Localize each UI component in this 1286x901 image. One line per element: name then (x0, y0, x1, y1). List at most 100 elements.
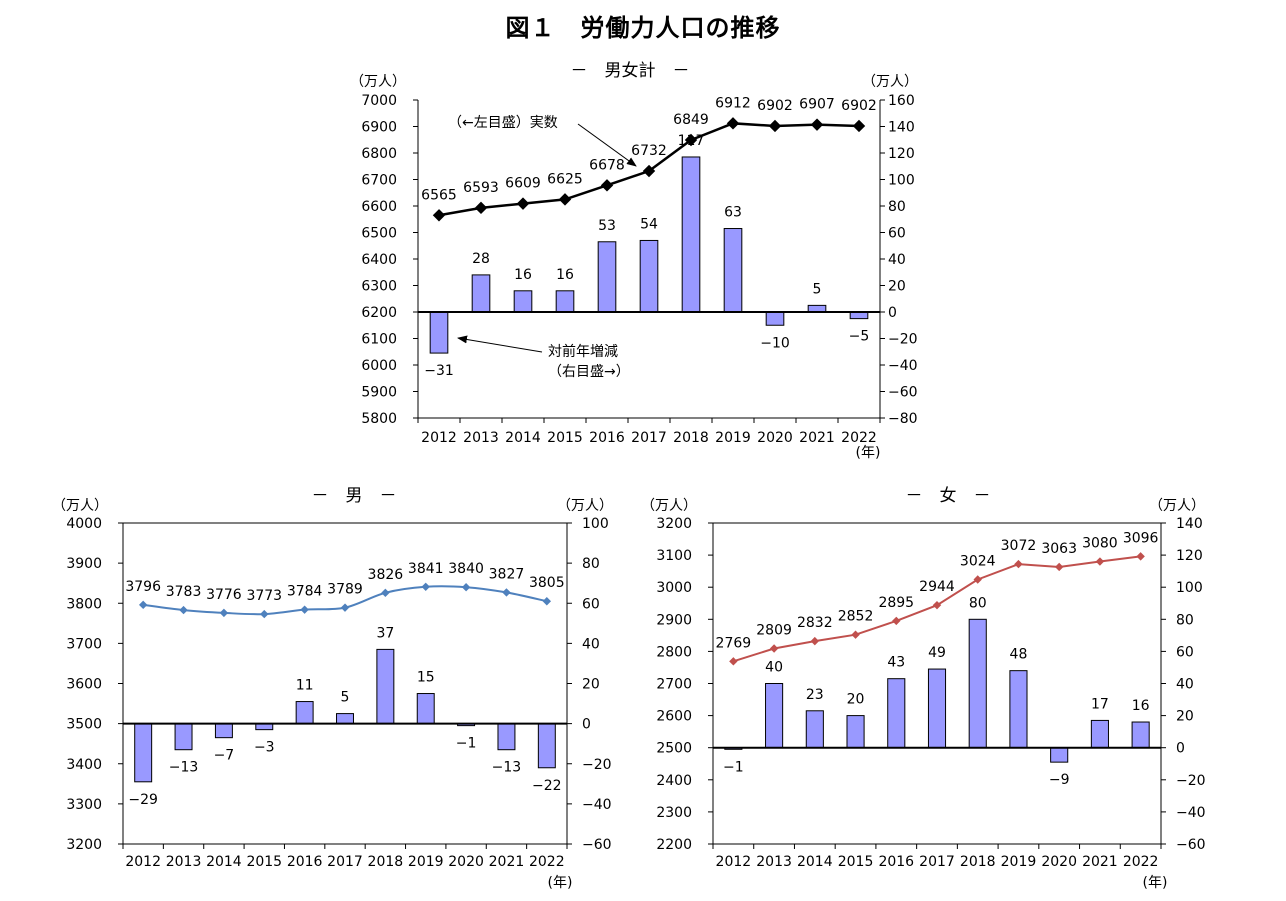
female-bar-label: −9 (1049, 772, 1070, 788)
female-line-point-2020 (1054, 562, 1064, 572)
male-left-axis-unit: （万人） (52, 498, 108, 514)
female-line-label: 3063 (1041, 541, 1077, 557)
male-bar-label: 5 (341, 690, 350, 706)
total-line-label: 6907 (799, 97, 835, 113)
male-right-tick-label: −20 (582, 757, 612, 773)
total-line-label: 6902 (757, 98, 793, 114)
total-right-axis-unit: （万人） (862, 74, 918, 90)
male-line-label: 3789 (327, 582, 363, 598)
male-right-tick-label: 60 (582, 596, 600, 612)
total-x-tick-label: 2012 (421, 430, 457, 446)
female-left-tick-label: 2900 (656, 612, 692, 628)
male-right-tick-label: 100 (582, 516, 609, 532)
total-left-tick-label: 6500 (361, 226, 397, 242)
male-right-tick-label: −60 (582, 837, 612, 853)
female-line-point-2021 (1095, 557, 1105, 566)
female-x-tick-label: 2014 (797, 854, 833, 870)
total-x-tick-label: 2018 (673, 430, 709, 446)
male-line-point-2022 (542, 597, 552, 606)
female-bar-label: 40 (765, 660, 783, 676)
total-line-point-2017 (642, 164, 656, 178)
male-x-tick-label: 2013 (166, 854, 202, 870)
total-bar-label: −5 (849, 329, 870, 345)
female-x-tick-label: 2021 (1082, 854, 1118, 870)
female-left-tick-label: 2400 (656, 773, 692, 789)
female-left-tick-label: 2700 (656, 677, 692, 693)
female-bar-2016 (887, 678, 906, 749)
female-right-tick-label: 120 (1176, 548, 1203, 564)
female-line-label: 3024 (960, 553, 996, 569)
male-x-tick-label: 2019 (408, 854, 444, 870)
female-right-tick-label: 40 (1176, 677, 1194, 693)
total-line-label: 6609 (505, 176, 541, 192)
total-bar-label: 16 (556, 267, 574, 283)
total-right-tick-label: −60 (888, 385, 918, 401)
total-x-tick-label: 2014 (505, 430, 541, 446)
total-left-tick-label: 6200 (361, 305, 397, 321)
male-x-tick-label: 2014 (206, 854, 242, 870)
total-left-tick-label: 6600 (361, 199, 397, 215)
total-right-tick-label: 120 (888, 146, 915, 162)
male-line-point-2016 (300, 605, 309, 614)
male-left-tick-label: 3300 (66, 797, 102, 813)
female-line-label: 2944 (919, 579, 955, 595)
total-line-point-2020 (768, 119, 782, 133)
male-line-label: 3773 (246, 588, 282, 604)
female-bar-label: 49 (928, 645, 946, 661)
total-line-label: 6849 (673, 112, 709, 128)
male-line-point-2019 (421, 582, 430, 592)
female-bar-2015 (846, 715, 865, 749)
male-left-tick-label: 3700 (66, 636, 102, 652)
female-line-label: 3080 (1082, 536, 1118, 552)
female-left-tick-label: 3000 (656, 580, 692, 596)
total-right-tick-label: 100 (888, 173, 915, 189)
male-line-point-2020 (461, 582, 471, 592)
total-left-tick-label: 6700 (361, 173, 397, 189)
male-bar-label: −13 (169, 760, 199, 776)
female-right-tick-label: 20 (1176, 709, 1194, 725)
male-line-point-2017 (340, 603, 350, 612)
total-line-point-2015 (558, 193, 572, 206)
total-x-tick-label: 2021 (799, 430, 835, 446)
total-line-label: 6625 (547, 171, 583, 187)
total-x-tick-label: 2013 (463, 430, 499, 446)
female-x-tick-label: 2019 (1001, 854, 1037, 870)
female-right-axis-unit: （万人） (1149, 498, 1205, 514)
female-x-tick-label: 2015 (838, 854, 874, 870)
total-chart-title: － 男女計 － (571, 61, 690, 81)
female-bar-2021 (1090, 719, 1109, 749)
total-x-tick-label: 2019 (715, 430, 751, 446)
female-x-axis-unit: (年) (1143, 875, 1168, 891)
male-x-tick-label: 2016 (287, 854, 323, 870)
female-right-tick-label: −40 (1176, 805, 1206, 821)
total-left-tick-label: 7000 (361, 93, 397, 109)
male-left-tick-label: 3200 (66, 837, 102, 853)
total-line-label: 6912 (715, 95, 751, 111)
male-bar-label: −1 (456, 736, 477, 752)
male-x-tick-label: 2020 (448, 854, 484, 870)
total-annotation-change: 対前年増減 (548, 343, 618, 360)
total-annotation-actual-arrow (577, 123, 637, 167)
female-left-tick-label: 3200 (656, 516, 692, 532)
total-left-tick-label: 6100 (361, 332, 397, 348)
total-x-tick-label: 2015 (547, 430, 583, 446)
total-left-tick-label: 6300 (361, 279, 397, 295)
female-line-label: 2832 (797, 615, 833, 631)
total-x-tick-label: 2020 (757, 430, 793, 446)
total-right-tick-label: 140 (888, 120, 915, 136)
total-left-axis-unit: （万人） (350, 74, 406, 90)
total-line-label: 6678 (589, 157, 625, 173)
male-left-tick-label: 3600 (66, 677, 102, 693)
male-line-point-2015 (260, 609, 269, 619)
female-bar-label: 48 (1010, 647, 1028, 663)
male-x-tick-label: 2018 (368, 854, 404, 870)
female-bar-2020 (1050, 747, 1069, 763)
total-line-point-2019 (726, 117, 740, 130)
male-bar-label: −29 (128, 792, 158, 808)
total-bar-label: 63 (724, 205, 742, 221)
male-bar-label: 11 (296, 678, 314, 694)
total-annotation-change-arrow (457, 335, 543, 353)
female-line-label: 3072 (1001, 538, 1037, 554)
female-bar-label: 17 (1091, 696, 1109, 712)
